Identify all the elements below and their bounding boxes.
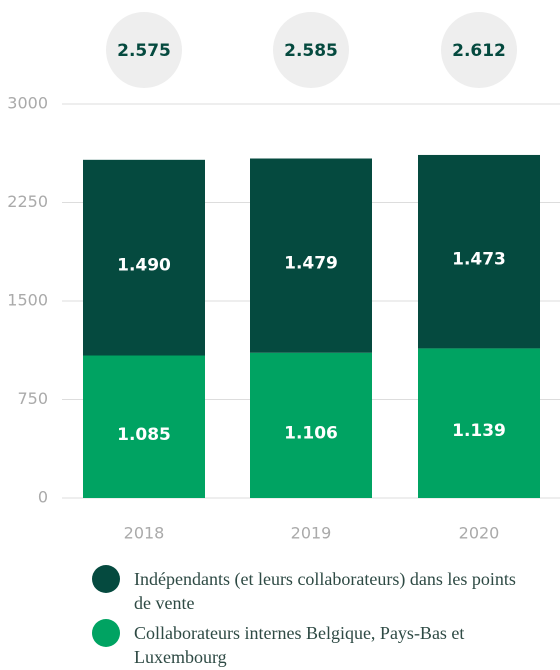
total-label: 2.612	[452, 41, 506, 61]
y-tick-label: 2250	[7, 192, 48, 211]
chart: 0 750 1500 2250 3000 2018 2.575 1.085 1.490 2019 2…	[7, 12, 560, 543]
bar-segment	[83, 355, 205, 498]
legend-label: Indépendants (et leurs collaborateurs) d…	[134, 569, 516, 613]
total-badge	[273, 12, 349, 88]
bar-segment	[418, 348, 540, 498]
y-tick-label: 750	[17, 389, 48, 408]
y-tick-label: 0	[38, 488, 48, 507]
total-label: 2.585	[284, 41, 338, 61]
legend-item: Collaborateurs internes Belgique, Pays-B…	[92, 619, 532, 669]
x-tick-label: 2019	[291, 524, 332, 543]
legend-label: Collaborateurs internes Belgique, Pays-B…	[134, 623, 465, 667]
bar-segment	[250, 158, 372, 353]
data-label: 1.473	[452, 250, 506, 270]
data-label: 1.106	[284, 423, 338, 443]
legend-item: Indépendants (et leurs collaborateurs) d…	[92, 565, 532, 615]
total-badge	[106, 12, 182, 88]
y-tick-label: 1500	[7, 291, 48, 310]
y-tick-label: 3000	[7, 94, 48, 113]
bar-segment	[83, 159, 205, 356]
data-label: 1.085	[117, 425, 171, 445]
bar-segment	[418, 154, 540, 349]
data-label: 1.139	[452, 421, 506, 441]
data-label: 1.479	[284, 254, 338, 274]
legend-swatch	[92, 565, 120, 593]
legend-swatch	[92, 619, 120, 647]
total-label: 2.575	[117, 41, 171, 61]
x-tick-label: 2020	[459, 524, 500, 543]
x-tick-label: 2018	[124, 524, 165, 543]
data-label: 1.490	[117, 256, 171, 276]
total-badge	[441, 12, 517, 88]
bar-segment	[250, 352, 372, 498]
